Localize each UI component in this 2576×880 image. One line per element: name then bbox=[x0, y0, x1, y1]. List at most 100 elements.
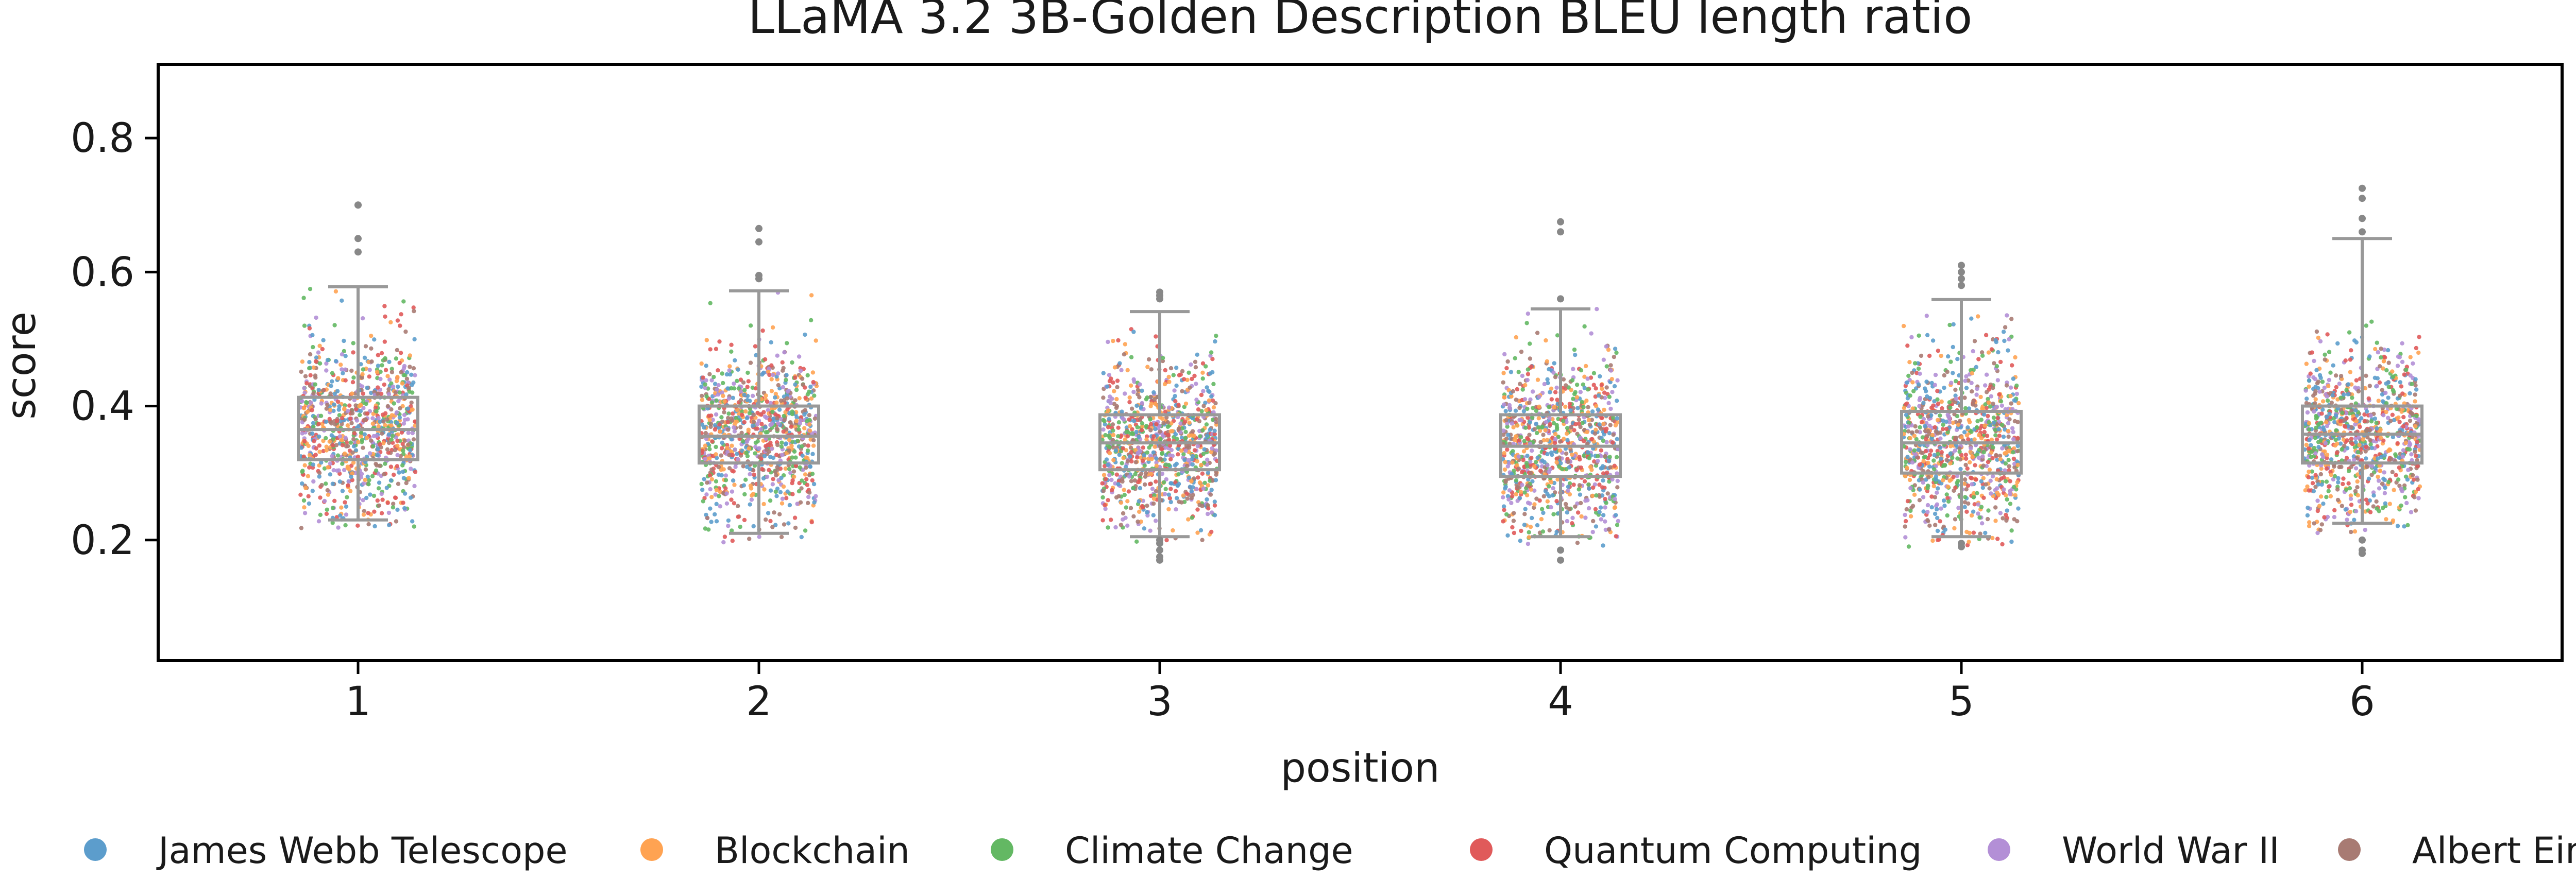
strip-point bbox=[1963, 453, 1968, 457]
strip-point bbox=[401, 299, 406, 304]
strip-point bbox=[1125, 523, 1130, 528]
strip-point bbox=[2006, 348, 2010, 353]
strip-point bbox=[1107, 373, 1112, 377]
strip-point bbox=[331, 468, 336, 473]
strip-point bbox=[2331, 363, 2335, 368]
strip-point bbox=[1537, 404, 1541, 409]
strip-point bbox=[1525, 454, 1530, 458]
strip-point bbox=[790, 455, 795, 460]
strip-point bbox=[2009, 539, 2014, 544]
strip-point bbox=[1208, 478, 1212, 483]
strip-point bbox=[313, 453, 318, 457]
strip-point bbox=[338, 513, 343, 518]
strip-point bbox=[1916, 447, 1921, 452]
strip-point bbox=[1600, 386, 1604, 391]
strip-point bbox=[718, 429, 723, 434]
strip-point bbox=[719, 446, 724, 451]
strip-point bbox=[2005, 497, 2009, 502]
strip-point bbox=[1976, 314, 1980, 319]
strip-point bbox=[1200, 376, 1205, 381]
strip-point bbox=[2305, 484, 2310, 489]
strip-point bbox=[745, 370, 750, 375]
strip-point bbox=[1938, 519, 1942, 524]
strip-point bbox=[1525, 464, 1530, 469]
strip-point bbox=[1965, 425, 1970, 430]
strip-point bbox=[1921, 459, 1926, 463]
strip-point bbox=[753, 440, 758, 445]
strip-point bbox=[1103, 463, 1107, 469]
strip-point bbox=[746, 427, 751, 432]
strip-point bbox=[1934, 477, 1938, 482]
strip-point bbox=[1968, 475, 1973, 480]
strip-point bbox=[715, 456, 719, 460]
strip-point bbox=[1614, 513, 1618, 517]
strip-point bbox=[1608, 363, 1613, 368]
strip-point bbox=[1591, 371, 1597, 375]
strip-point bbox=[770, 372, 775, 377]
strip-point bbox=[343, 378, 348, 383]
strip-point bbox=[812, 393, 817, 398]
strip-point bbox=[1603, 496, 1607, 502]
strip-point bbox=[342, 349, 346, 354]
strip-point bbox=[734, 419, 739, 424]
strip-point bbox=[1134, 429, 1139, 435]
strip-point bbox=[1127, 474, 1132, 479]
strip-point bbox=[759, 422, 764, 426]
strip-point bbox=[763, 425, 768, 430]
strip-point bbox=[1505, 464, 1510, 469]
strip-point bbox=[1210, 357, 1215, 361]
strip-point bbox=[360, 440, 364, 444]
strip-point bbox=[773, 489, 778, 494]
strip-point bbox=[369, 346, 374, 351]
strip-point bbox=[759, 427, 764, 432]
strip-point bbox=[1997, 434, 2002, 438]
strip-point bbox=[1148, 394, 1153, 400]
strip-point bbox=[310, 333, 315, 337]
strip-point bbox=[1939, 399, 1944, 404]
strip-point bbox=[410, 407, 415, 412]
strip-point bbox=[400, 381, 405, 386]
strip-point bbox=[1943, 527, 1947, 532]
strip-point bbox=[1905, 343, 1910, 348]
strip-point bbox=[1132, 478, 1137, 483]
strip-point bbox=[1575, 406, 1580, 410]
strip-point bbox=[395, 348, 399, 353]
strip-point bbox=[375, 498, 380, 503]
strip-point bbox=[1213, 339, 1217, 344]
strip-point bbox=[386, 432, 392, 437]
strip-point bbox=[1174, 507, 1178, 512]
strip-point bbox=[2315, 498, 2320, 503]
strip-point bbox=[753, 451, 757, 456]
strip-point bbox=[1916, 382, 1921, 387]
strip-point bbox=[2411, 361, 2415, 366]
strip-point bbox=[1151, 390, 1156, 395]
strip-point bbox=[1944, 458, 1949, 462]
strip-point bbox=[1597, 482, 1602, 487]
strip-point bbox=[1151, 496, 1157, 501]
strip-point bbox=[1106, 462, 1110, 467]
strip-point bbox=[793, 455, 798, 460]
strip-point bbox=[1514, 335, 1518, 340]
strip-point bbox=[1503, 485, 1508, 489]
strip-point bbox=[1575, 541, 1580, 545]
strip-point bbox=[1921, 495, 1926, 499]
strip-point bbox=[1131, 330, 1136, 334]
strip-point bbox=[350, 450, 355, 455]
strip-point bbox=[1578, 390, 1583, 394]
strip-point bbox=[1202, 447, 1207, 452]
strip-point bbox=[753, 386, 758, 391]
strip-point bbox=[2015, 436, 2020, 440]
strip-point bbox=[299, 369, 303, 374]
strip-point bbox=[1134, 539, 1139, 544]
strip-point bbox=[1128, 506, 1133, 510]
strip-point bbox=[391, 505, 396, 510]
strip-point bbox=[767, 418, 772, 422]
strip-point bbox=[316, 519, 321, 524]
strip-point bbox=[1994, 437, 1999, 442]
strip-point bbox=[1160, 358, 1165, 364]
strip-point bbox=[1967, 540, 1971, 544]
strip-point bbox=[396, 399, 401, 404]
strip-point bbox=[1523, 383, 1528, 388]
strip-point bbox=[717, 425, 721, 430]
strip-point bbox=[1985, 434, 1990, 438]
